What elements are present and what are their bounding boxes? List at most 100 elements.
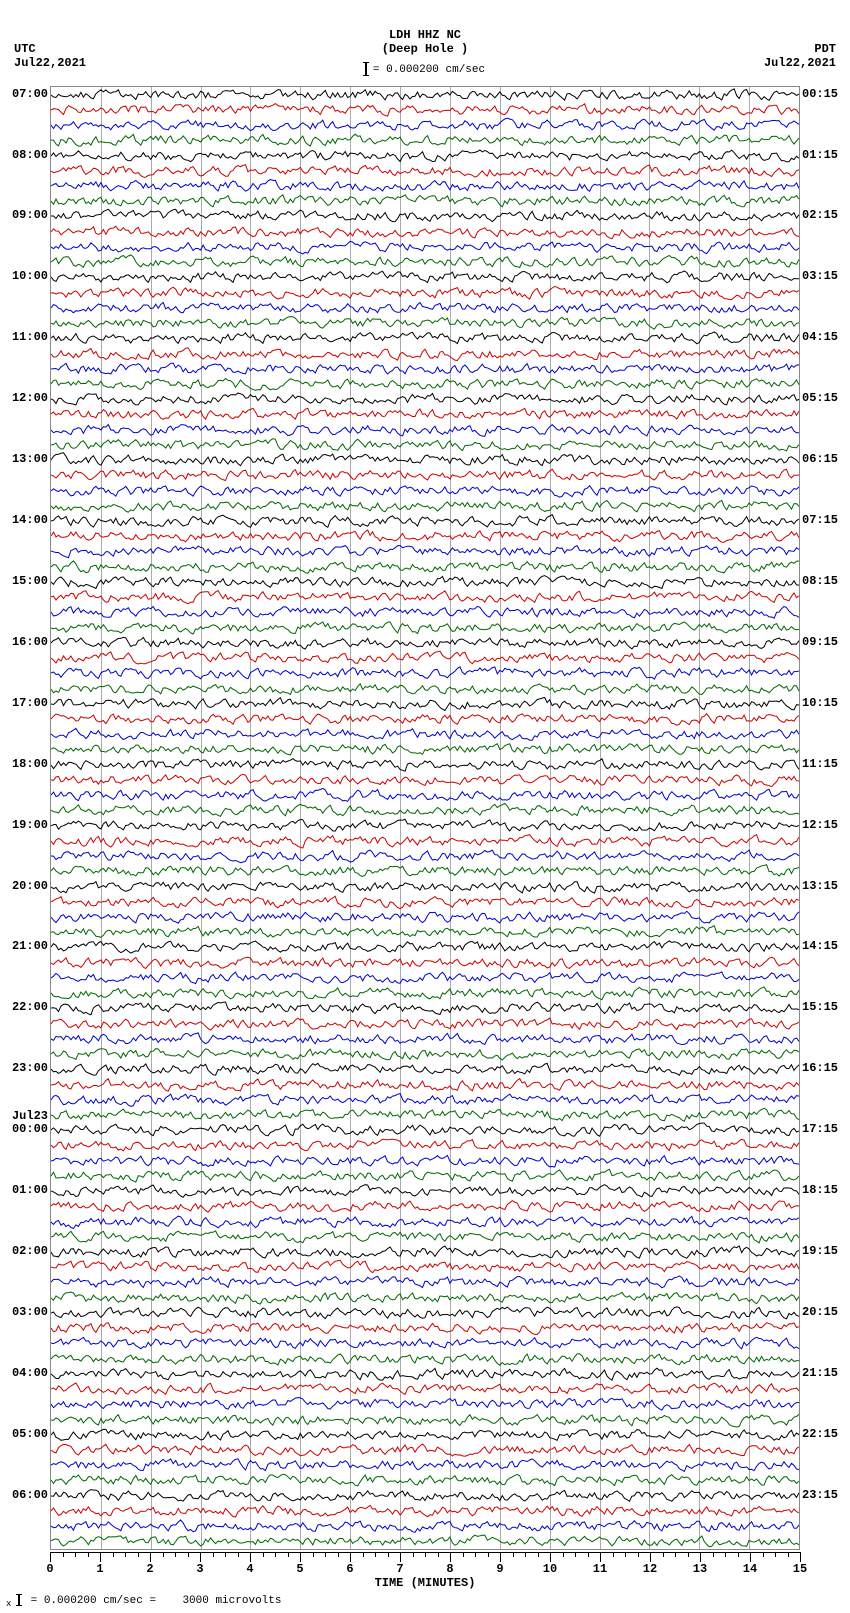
right-date-label: Jul22,2021 [764, 56, 836, 70]
x-tick-minor [788, 1552, 789, 1557]
x-tick-minor [175, 1552, 176, 1557]
utc-time-label: 06:00 [0, 1488, 48, 1502]
footer-text-1: = 0.000200 cm/sec = [31, 1595, 156, 1607]
x-tick-minor [213, 1552, 214, 1557]
utc-time-label: 19:00 [0, 818, 48, 832]
x-tick-minor [388, 1552, 389, 1557]
pdt-time-label: 05:15 [802, 391, 850, 405]
x-tick-minor [313, 1552, 314, 1557]
x-tick-label: 0 [35, 1562, 65, 1576]
x-tick-major [750, 1552, 751, 1562]
x-tick-minor [238, 1552, 239, 1557]
x-tick-major [500, 1552, 501, 1562]
x-tick-label: 9 [485, 1562, 515, 1576]
x-tick-minor [625, 1552, 626, 1557]
utc-time-label: 14:00 [0, 513, 48, 527]
utc-time-label: 13:00 [0, 452, 48, 466]
utc-time-label: 15:00 [0, 574, 48, 588]
x-tick-label: 3 [185, 1562, 215, 1576]
x-tick-major [600, 1552, 601, 1562]
pdt-time-label: 15:15 [802, 1000, 850, 1014]
x-tick-minor [663, 1552, 664, 1557]
right-header: PDT Jul22,2021 [764, 42, 836, 70]
x-tick-minor [75, 1552, 76, 1557]
x-axis: TIME (MINUTES) 0123456789101112131415 [50, 1552, 800, 1592]
utc-time-label: 22:00 [0, 1000, 48, 1014]
utc-time-label: 18:00 [0, 757, 48, 771]
x-tick-minor [288, 1552, 289, 1557]
helicorder-plot [50, 86, 800, 1550]
x-tick-minor [363, 1552, 364, 1557]
x-tick-major [50, 1552, 51, 1562]
pdt-time-label: 14:15 [802, 939, 850, 953]
x-tick-minor [525, 1552, 526, 1557]
pdt-time-label: 07:15 [802, 513, 850, 527]
x-tick-minor [413, 1552, 414, 1557]
x-tick-major [250, 1552, 251, 1562]
seismogram-page: LDH HHZ NC (Deep Hole ) = 0.000200 cm/se… [0, 0, 850, 1613]
pdt-time-label: 13:15 [802, 879, 850, 893]
x-tick-label: 6 [335, 1562, 365, 1576]
x-tick-label: 1 [85, 1562, 115, 1576]
utc-time-label: 12:00 [0, 391, 48, 405]
pdt-time-label: 10:15 [802, 696, 850, 710]
station-name: (Deep Hole ) [0, 42, 850, 56]
pdt-time-label: 11:15 [802, 757, 850, 771]
utc-time-label: 21:00 [0, 939, 48, 953]
utc-time-label: 02:00 [0, 1244, 48, 1258]
scale-text: = 0.000200 cm/sec [373, 64, 485, 76]
x-tick-minor [763, 1552, 764, 1557]
pdt-time-label: 22:15 [802, 1427, 850, 1441]
utc-time-label: 23:00 [0, 1061, 48, 1075]
x-tick-minor [713, 1552, 714, 1557]
x-tick-label: 2 [135, 1562, 165, 1576]
x-tick-label: 11 [585, 1562, 615, 1576]
left-header: UTC Jul22,2021 [14, 42, 86, 70]
footer-scale-bar-icon [18, 1594, 20, 1606]
pdt-time-label: 23:15 [802, 1488, 850, 1502]
x-tick-minor [613, 1552, 614, 1557]
footer-subscript: x [6, 1599, 11, 1609]
x-tick-major [350, 1552, 351, 1562]
x-tick-minor [538, 1552, 539, 1557]
x-tick-minor [513, 1552, 514, 1557]
x-tick-label: 13 [685, 1562, 715, 1576]
x-tick-major [550, 1552, 551, 1562]
utc-time-label: 03:00 [0, 1305, 48, 1319]
pdt-time-label: 06:15 [802, 452, 850, 466]
x-tick-label: 10 [535, 1562, 565, 1576]
x-tick-major [300, 1552, 301, 1562]
pdt-time-label: 00:15 [802, 87, 850, 101]
x-tick-major [700, 1552, 701, 1562]
seismic-trace [51, 1529, 799, 1550]
x-tick-major [150, 1552, 151, 1562]
x-tick-label: 8 [435, 1562, 465, 1576]
utc-midnight-date: Jul23 [0, 1109, 48, 1123]
left-date-label: Jul22,2021 [14, 56, 86, 70]
pdt-time-labels: 00:1501:1502:1503:1504:1505:1506:1507:15… [802, 86, 850, 1550]
utc-time-label: 00:00 [0, 1122, 48, 1136]
pdt-time-label: 17:15 [802, 1122, 850, 1136]
x-tick-minor [775, 1552, 776, 1557]
utc-time-label: 20:00 [0, 879, 48, 893]
scale-bar-icon [365, 62, 367, 76]
pdt-time-label: 08:15 [802, 574, 850, 588]
x-tick-label: 14 [735, 1562, 765, 1576]
x-tick-minor [88, 1552, 89, 1557]
pdt-time-label: 18:15 [802, 1183, 850, 1197]
pdt-time-label: 01:15 [802, 148, 850, 162]
right-tz-label: PDT [764, 42, 836, 56]
footer-scale: x = 0.000200 cm/sec = 3000 microvolts [6, 1594, 281, 1609]
x-tick-major [100, 1552, 101, 1562]
pdt-time-label: 03:15 [802, 269, 850, 283]
station-code: LDH HHZ NC [0, 28, 850, 42]
x-tick-minor [475, 1552, 476, 1557]
x-tick-minor [338, 1552, 339, 1557]
x-tick-label: 12 [635, 1562, 665, 1576]
x-tick-minor [588, 1552, 589, 1557]
utc-time-label: 05:00 [0, 1427, 48, 1441]
x-tick-minor [425, 1552, 426, 1557]
x-tick-minor [488, 1552, 489, 1557]
scale-caption: = 0.000200 cm/sec [0, 62, 850, 76]
x-tick-minor [225, 1552, 226, 1557]
